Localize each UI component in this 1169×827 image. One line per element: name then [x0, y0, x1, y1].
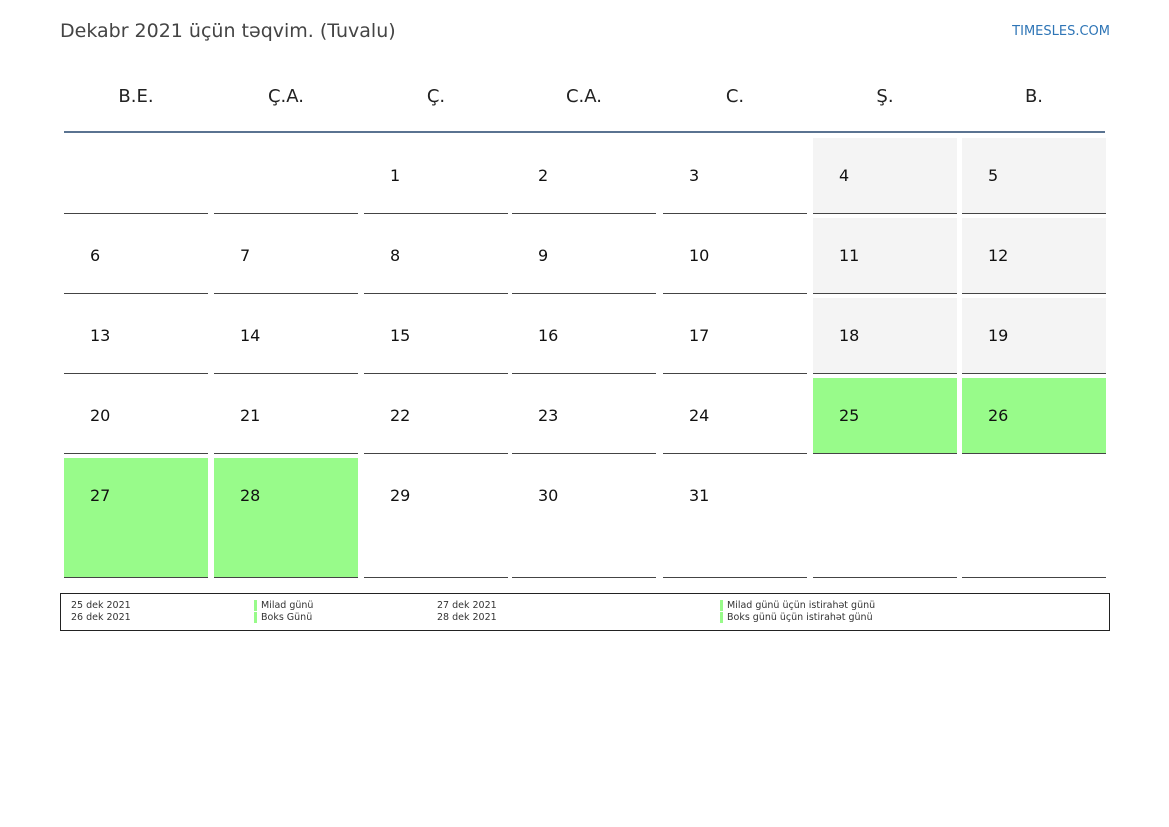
day-number: 9: [538, 246, 549, 265]
weekday-header: Ş.: [876, 86, 894, 107]
day-cell: 30: [512, 458, 656, 578]
legend-name: Boks günü üçün istirahət günü: [727, 612, 873, 623]
day-number: 31: [689, 486, 710, 505]
day-cell: 29: [364, 458, 508, 578]
legend-marker: [254, 600, 257, 611]
weekday-header: C.: [725, 86, 745, 107]
legend-date: 25 dek 2021: [71, 600, 131, 611]
day-number: 6: [90, 246, 101, 265]
day-cell: 24: [663, 378, 807, 454]
day-cell: [214, 138, 358, 214]
day-cell: 31: [663, 458, 807, 578]
day-cell: 25: [813, 378, 957, 454]
day-cell: 20: [64, 378, 208, 454]
day-number: 28: [240, 486, 261, 505]
day-number: 13: [90, 326, 111, 345]
day-cell: 4: [813, 138, 957, 214]
weekday-header: C.A.: [565, 86, 602, 107]
day-cell: 12: [962, 218, 1106, 294]
legend-marker: [720, 612, 723, 623]
day-number: 17: [689, 326, 710, 345]
day-cell: 19: [962, 298, 1106, 374]
legend-box: 25 dek 2021 Milad günü 26 dek 2021 Boks Gün…: [60, 593, 1110, 631]
day-cell: 23: [512, 378, 656, 454]
day-number: 21: [240, 406, 261, 425]
day-cell: 11: [813, 218, 957, 294]
day-cell: 6: [64, 218, 208, 294]
header-rule: [64, 131, 1105, 133]
day-cell: 8: [364, 218, 508, 294]
day-number: 10: [689, 246, 710, 265]
day-number: 14: [240, 326, 261, 345]
weekday-header: Ç.A.: [267, 86, 304, 107]
day-cell: 18: [813, 298, 957, 374]
day-cell: 27: [64, 458, 208, 578]
day-cell: 17: [663, 298, 807, 374]
day-cell: 10: [663, 218, 807, 294]
day-cell: 13: [64, 298, 208, 374]
day-number: 12: [988, 246, 1009, 265]
day-number: 30: [538, 486, 559, 505]
legend-date: 27 dek 2021: [437, 600, 497, 611]
legend-date: 28 dek 2021: [437, 612, 497, 623]
day-cell: 16: [512, 298, 656, 374]
legend-name: Milad günü: [261, 600, 314, 611]
legend-marker: [254, 612, 257, 623]
weekday-header: Ç.: [426, 86, 446, 107]
day-cell: 15: [364, 298, 508, 374]
day-cell: 7: [214, 218, 358, 294]
day-cell: 5: [962, 138, 1106, 214]
day-number: 5: [988, 166, 999, 185]
title: Dekabr 2021 üçün təqvim. (Tuvalu): [60, 20, 396, 42]
day-number: 2: [538, 166, 549, 185]
legend-marker: [720, 600, 723, 611]
day-cell: 28: [214, 458, 358, 578]
day-cell: [962, 458, 1106, 578]
day-number: 3: [689, 166, 700, 185]
day-number: 19: [988, 326, 1009, 345]
day-number: 24: [689, 406, 710, 425]
day-number: 27: [90, 486, 111, 505]
day-number: 25: [839, 406, 860, 425]
day-cell: 1: [364, 138, 508, 214]
day-number: 18: [839, 326, 860, 345]
day-cell: 14: [214, 298, 358, 374]
day-cell: 22: [364, 378, 508, 454]
weekday-header: B.E.: [118, 86, 154, 107]
day-number: 26: [988, 406, 1009, 425]
day-number: 8: [390, 246, 401, 265]
day-cell: 21: [214, 378, 358, 454]
day-number: 15: [390, 326, 411, 345]
day-cell: 3: [663, 138, 807, 214]
day-number: 20: [90, 406, 111, 425]
site-link[interactable]: TIMESLES.COM: [1012, 24, 1110, 39]
day-number: 22: [390, 406, 411, 425]
day-number: 29: [390, 486, 411, 505]
day-cell: 9: [512, 218, 656, 294]
legend-date: 26 dek 2021: [71, 612, 131, 623]
day-cell: 26: [962, 378, 1106, 454]
day-cell: [813, 458, 957, 578]
day-number: 4: [839, 166, 850, 185]
day-number: 7: [240, 246, 251, 265]
legend-name: Milad günü üçün istirahət günü: [727, 600, 876, 611]
day-number: 23: [538, 406, 559, 425]
legend-name: Boks Günü: [261, 612, 313, 623]
day-cell: 2: [512, 138, 656, 214]
day-number: 11: [839, 246, 860, 265]
weekday-header: B.: [1024, 86, 1044, 107]
day-number: 1: [390, 166, 401, 185]
day-number: 16: [538, 326, 559, 345]
day-cell: [64, 138, 208, 214]
